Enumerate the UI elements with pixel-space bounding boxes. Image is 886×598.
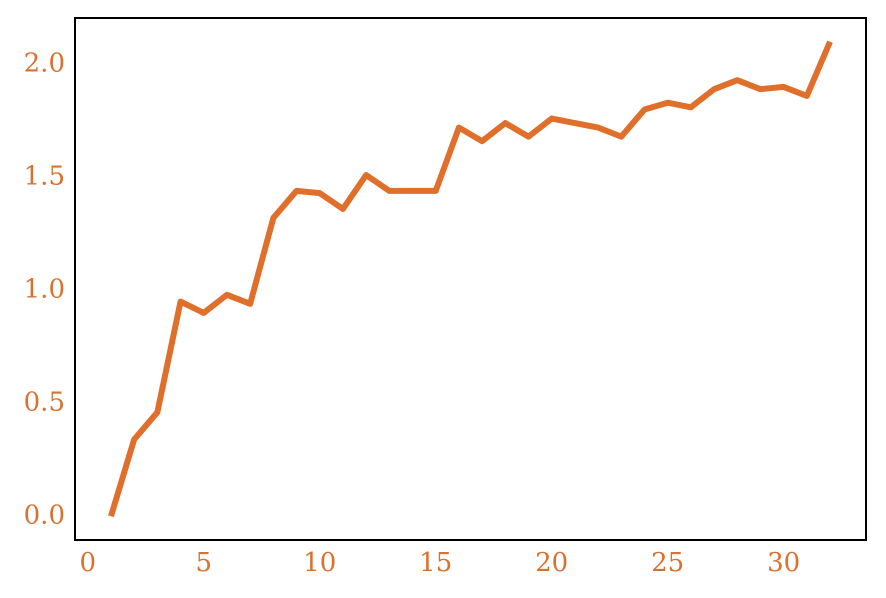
y-tick-label: 0.5 bbox=[24, 387, 65, 417]
y-tick-label: 0.0 bbox=[24, 500, 65, 530]
x-tick-label: 10 bbox=[303, 548, 336, 578]
line-series bbox=[108, 40, 833, 518]
x-tick-label: 20 bbox=[535, 548, 568, 578]
x-tick-label: 5 bbox=[195, 548, 212, 578]
y-tick-label: 1.5 bbox=[24, 161, 65, 191]
y-tick-label: 2.0 bbox=[24, 48, 65, 78]
x-tick-label: 0 bbox=[79, 548, 96, 578]
x-tick-label: 25 bbox=[651, 548, 684, 578]
y-tick-label: 1.0 bbox=[24, 274, 65, 304]
plot-frame bbox=[74, 17, 867, 541]
x-tick-label: 15 bbox=[419, 548, 452, 578]
x-tick-label: 30 bbox=[767, 548, 800, 578]
